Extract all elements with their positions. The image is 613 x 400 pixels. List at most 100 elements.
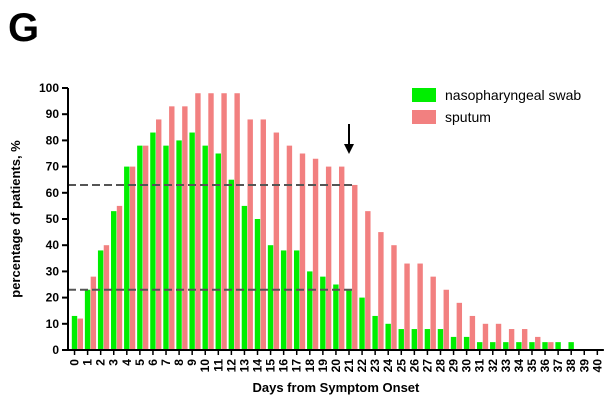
bar-sputum-day-7 xyxy=(169,106,175,350)
x-tick-label: 8 xyxy=(172,359,186,366)
bar-nasopharyngeal-swab-day-18 xyxy=(307,271,313,350)
bar-nasopharyngeal-swab-day-12 xyxy=(228,179,235,350)
bar-nasopharyngeal-swab-day-37 xyxy=(555,342,561,350)
bar-nasopharyngeal-swab-day-27 xyxy=(424,329,431,350)
bar-sputum-day-24 xyxy=(391,245,397,350)
x-tick-label: 5 xyxy=(133,359,147,366)
bar-nasopharyngeal-swab-day-23 xyxy=(372,315,378,350)
bar-sputum-day-1 xyxy=(90,276,97,350)
x-tick-label: 13 xyxy=(237,359,251,373)
bar-nasopharyngeal-swab-day-20 xyxy=(333,284,339,350)
bar-sputum-day-35 xyxy=(535,336,541,350)
y-tick-label: 0 xyxy=(52,343,59,357)
x-tick-label: 23 xyxy=(368,359,382,373)
legend-label-sputum: sputum xyxy=(445,109,491,125)
y-tick-label: 20 xyxy=(46,291,60,305)
bar-nasopharyngeal-swab-day-4 xyxy=(124,166,130,350)
bar-nasopharyngeal-swab-day-32 xyxy=(490,342,496,350)
bar-sputum-day-16 xyxy=(286,145,293,350)
x-tick-label: 32 xyxy=(486,359,500,373)
y-tick-label: 80 xyxy=(46,133,60,147)
x-tick-label: 20 xyxy=(329,359,343,373)
bar-nasopharyngeal-swab-day-17 xyxy=(293,250,300,350)
x-tick-label: 25 xyxy=(394,359,408,373)
bar-sputum-day-13 xyxy=(247,119,253,350)
y-tick-label: 50 xyxy=(46,212,60,226)
y-ticks: 0 10 20 30 40 50 60 70 80 90 100 xyxy=(39,81,68,357)
legend-swatch-sputum xyxy=(412,110,436,124)
bar-sputum-day-25 xyxy=(404,263,410,350)
legend-swatch-nasopharyngeal-swab xyxy=(412,88,436,102)
bars-group xyxy=(71,93,574,351)
bar-sputum-day-19 xyxy=(325,166,332,350)
bar-sputum-day-3 xyxy=(116,205,123,350)
bar-nasopharyngeal-swab-day-5 xyxy=(137,145,143,350)
annotation-arrow xyxy=(344,124,355,154)
bar-sputum-day-14 xyxy=(260,119,266,350)
bar-nasopharyngeal-swab-day-38 xyxy=(568,342,574,350)
bar-nasopharyngeal-swab-day-16 xyxy=(280,250,287,350)
x-tick-label: 35 xyxy=(525,359,539,373)
bar-nasopharyngeal-swab-day-33 xyxy=(503,342,509,350)
bar-sputum-day-11 xyxy=(221,93,227,351)
x-tick-label: 30 xyxy=(460,359,474,373)
bar-nasopharyngeal-swab-day-31 xyxy=(476,342,483,350)
x-tick-label: 31 xyxy=(473,359,487,373)
bar-nasopharyngeal-swab-day-35 xyxy=(529,342,535,350)
bar-nasopharyngeal-swab-day-21 xyxy=(346,289,352,350)
x-tick-label: 12 xyxy=(224,359,238,373)
bar-sputum-day-26 xyxy=(417,263,423,350)
bar-nasopharyngeal-swab-day-6 xyxy=(150,132,156,350)
x-tick-label: 39 xyxy=(577,359,591,373)
bar-sputum-day-32 xyxy=(495,323,502,350)
x-tick-label: 10 xyxy=(198,359,212,373)
bar-sputum-day-28 xyxy=(443,289,449,350)
bar-nasopharyngeal-swab-day-3 xyxy=(111,211,117,350)
x-tick-label: 24 xyxy=(381,359,395,373)
bar-sputum-day-2 xyxy=(103,245,110,350)
x-tick-label: 36 xyxy=(538,359,552,373)
bar-sputum-day-18 xyxy=(312,158,319,350)
bar-sputum-day-5 xyxy=(142,145,149,350)
x-tick-label: 37 xyxy=(551,359,565,373)
bar-sputum-day-27 xyxy=(430,276,436,350)
bar-nasopharyngeal-swab-day-19 xyxy=(320,276,326,350)
bar-nasopharyngeal-swab-day-11 xyxy=(215,153,221,350)
bar-nasopharyngeal-swab-day-28 xyxy=(437,329,444,350)
x-tick-label: 1 xyxy=(81,359,95,366)
x-tick-label: 19 xyxy=(316,359,330,373)
bar-nasopharyngeal-swab-day-7 xyxy=(163,145,169,350)
bar-sputum-day-22 xyxy=(365,211,371,350)
x-tick-label: 17 xyxy=(290,359,304,373)
x-tick-label: 11 xyxy=(211,359,225,372)
bar-sputum-day-20 xyxy=(339,166,345,350)
x-tick-label: 34 xyxy=(512,359,526,373)
x-tick-label: 14 xyxy=(251,359,265,373)
bar-nasopharyngeal-swab-day-29 xyxy=(450,336,457,350)
bar-nasopharyngeal-swab-day-0 xyxy=(71,315,78,350)
y-tick-label: 30 xyxy=(46,264,60,278)
bar-nasopharyngeal-swab-day-26 xyxy=(411,329,418,350)
x-ticks: 0 1 2 3 4 5 6 7 8 9 10 11 12 13 14 15 16 17 18 19 20 21 22 23 24… xyxy=(68,350,604,373)
x-tick-label: 38 xyxy=(564,359,578,373)
bar-nasopharyngeal-swab-day-25 xyxy=(398,329,404,350)
bar-sputum-day-10 xyxy=(208,93,214,351)
bar-sputum-day-34 xyxy=(521,329,528,350)
bar-sputum-day-36 xyxy=(548,342,554,350)
bar-nasopharyngeal-swab-day-30 xyxy=(463,336,470,350)
legend: nasopharyngeal swab sputum xyxy=(412,87,581,125)
x-tick-label: 29 xyxy=(447,359,461,373)
x-tick-label: 26 xyxy=(407,359,421,373)
y-tick-label: 40 xyxy=(46,238,60,252)
bar-nasopharyngeal-swab-day-8 xyxy=(176,140,182,350)
bar-nasopharyngeal-swab-day-22 xyxy=(359,297,365,350)
bar-nasopharyngeal-swab-day-10 xyxy=(202,145,208,350)
y-tick-label: 60 xyxy=(46,186,60,200)
bar-sputum-day-23 xyxy=(378,232,384,350)
x-tick-label: 22 xyxy=(355,359,369,373)
bar-nasopharyngeal-swab-day-36 xyxy=(542,342,548,350)
x-tick-label: 7 xyxy=(159,359,173,366)
legend-label-nasopharyngeal-swab: nasopharyngeal swab xyxy=(445,87,581,103)
x-tick-label: 15 xyxy=(264,359,278,373)
bar-sputum-day-0 xyxy=(77,318,83,350)
